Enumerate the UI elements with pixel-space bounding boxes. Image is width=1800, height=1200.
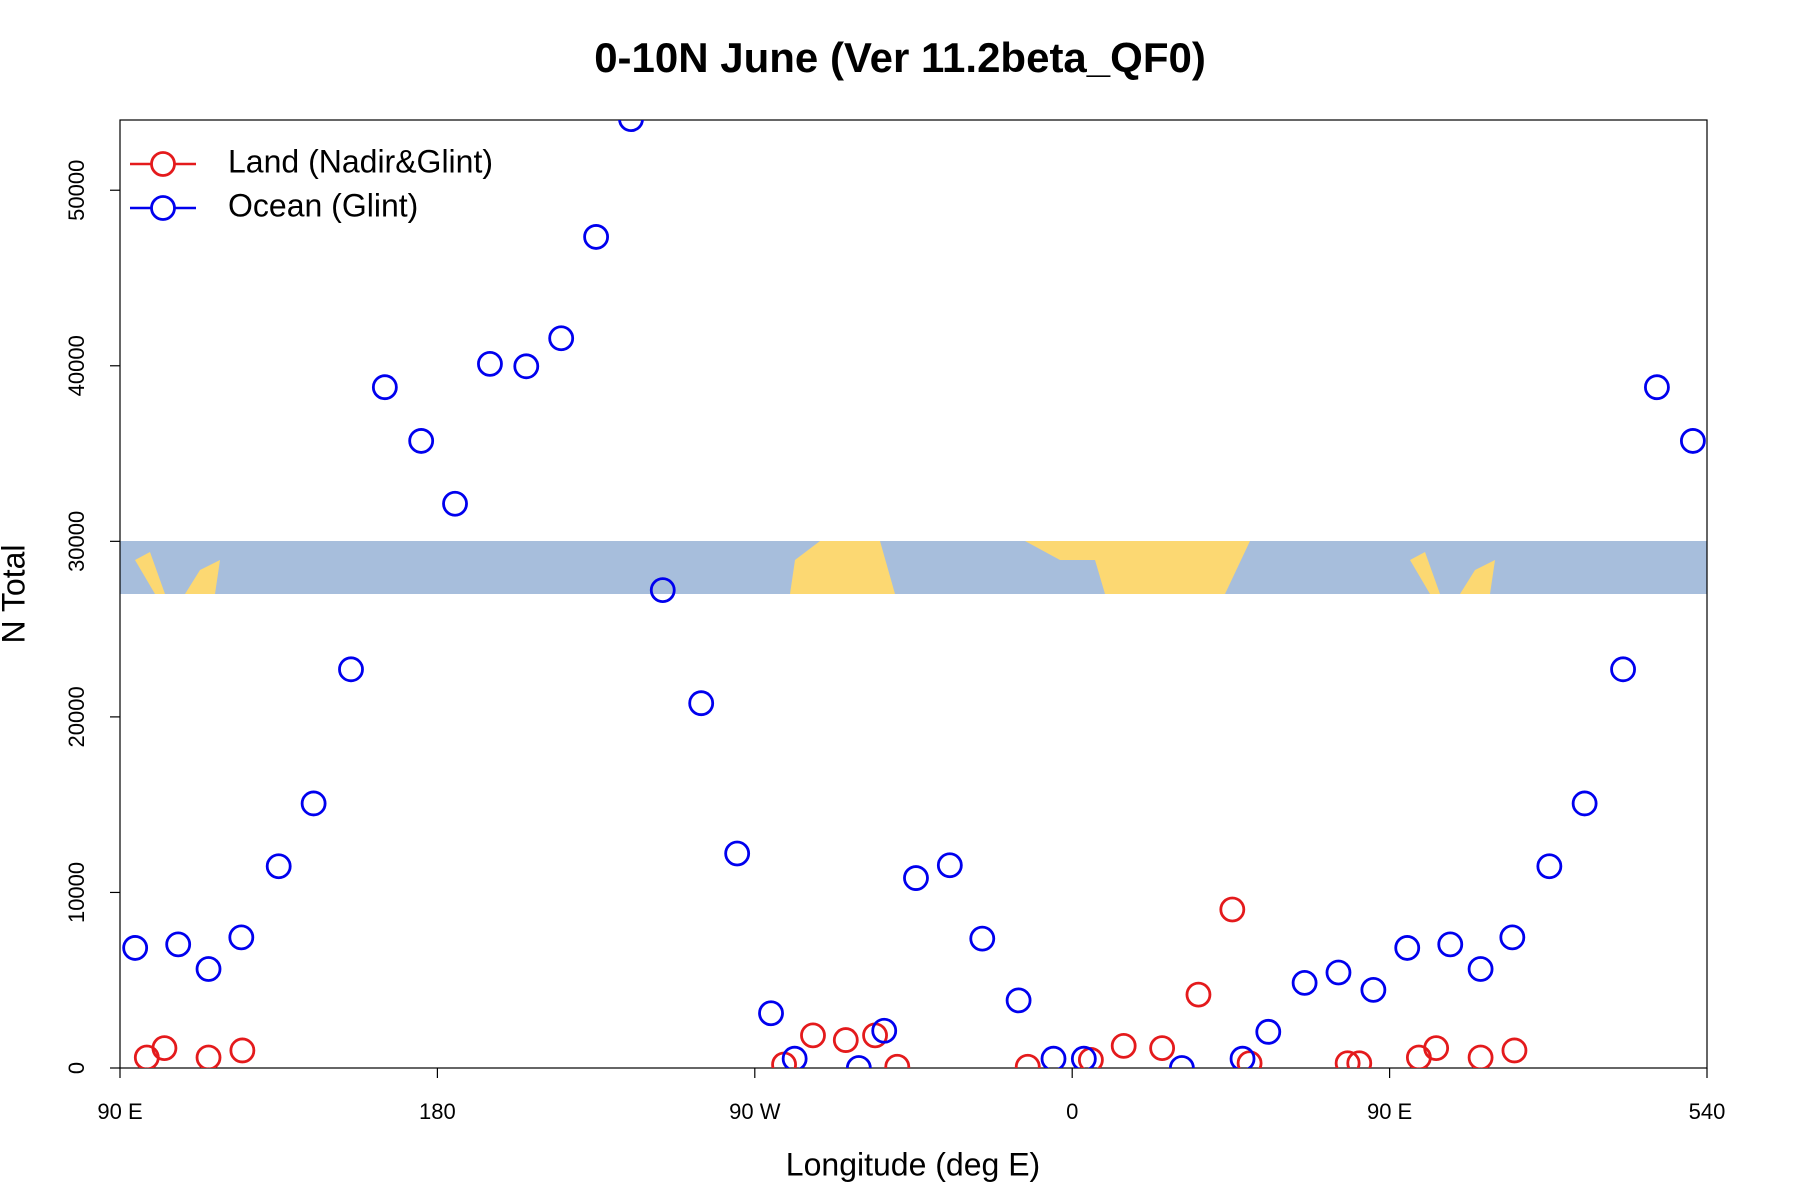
- point: [1168, 1055, 1195, 1068]
- point: [1571, 790, 1598, 817]
- point: [649, 577, 676, 604]
- map-land: [1025, 541, 1250, 594]
- point: [1536, 853, 1563, 880]
- point: [229, 1037, 256, 1064]
- point: [165, 931, 192, 958]
- point: [832, 1027, 859, 1053]
- plot-frame: [119, 119, 1708, 1069]
- point: [1467, 956, 1494, 982]
- point: [408, 428, 435, 454]
- point: [338, 656, 364, 683]
- x-axis-label: Longitude (deg E): [786, 1146, 1040, 1182]
- point: [1499, 924, 1526, 951]
- point: [618, 120, 644, 133]
- chart-title: 0-10N June (Ver 11.2beta_QF0): [594, 34, 1206, 81]
- point: [300, 790, 327, 817]
- x-tick-label: 90 E: [97, 1099, 142, 1124]
- point: [1334, 1050, 1361, 1068]
- y-axis-label: N Total: [0, 544, 31, 643]
- point: [1219, 896, 1246, 923]
- point: [1679, 428, 1706, 454]
- y-tick-label: 30000: [64, 511, 89, 572]
- point: [513, 353, 540, 380]
- point: [1423, 1035, 1450, 1062]
- point: [1405, 1044, 1432, 1068]
- point: [1360, 976, 1387, 1003]
- map-land: [185, 560, 220, 594]
- point: [265, 853, 292, 880]
- point: [195, 956, 222, 982]
- point: [122, 935, 149, 961]
- point: [1291, 969, 1318, 996]
- legend-label: Land (Nadir&Glint): [228, 143, 493, 179]
- y-tick-label: 50000: [64, 160, 89, 221]
- x-tick-label: 0: [1066, 1099, 1078, 1124]
- point: [884, 1053, 911, 1068]
- point: [1236, 1050, 1263, 1068]
- point: [442, 490, 468, 517]
- point: [1185, 981, 1212, 1008]
- y-tick-label: 0: [64, 1062, 89, 1074]
- point: [1610, 656, 1636, 683]
- point: [477, 350, 503, 377]
- point: [1149, 1035, 1176, 1062]
- point: [195, 1044, 222, 1068]
- point: [903, 865, 929, 891]
- point: [1255, 1018, 1282, 1045]
- point: [1437, 931, 1464, 958]
- point: [583, 224, 609, 250]
- point: [548, 325, 575, 352]
- point: [800, 1022, 826, 1049]
- point: [781, 1045, 808, 1068]
- point: [1229, 1045, 1256, 1068]
- point: [1070, 1045, 1097, 1068]
- point: [758, 1000, 784, 1027]
- map-land: [790, 541, 895, 594]
- x-tick-label: 90 E: [1367, 1099, 1412, 1124]
- point: [1644, 374, 1670, 401]
- point: [1467, 1044, 1494, 1068]
- point: [1501, 1037, 1528, 1064]
- x-tick-label: 180: [419, 1099, 456, 1124]
- point: [845, 1055, 872, 1068]
- point: [371, 374, 398, 401]
- map-land: [1410, 552, 1440, 594]
- point: [228, 924, 255, 951]
- legend-label: Ocean (Glint): [228, 187, 418, 223]
- point: [1394, 935, 1421, 961]
- y-tick-label: 20000: [64, 686, 89, 747]
- point: [1040, 1045, 1067, 1068]
- legend-marker: [150, 151, 176, 177]
- point: [1325, 959, 1352, 986]
- point: [871, 1017, 898, 1044]
- x-tick-label: 540: [1689, 1099, 1726, 1124]
- point: [1346, 1050, 1373, 1068]
- x-tick-label: 90 W: [729, 1099, 781, 1124]
- point: [936, 852, 963, 879]
- map-land: [135, 552, 165, 594]
- legend-marker: [150, 195, 176, 221]
- points: [122, 120, 1706, 1068]
- point: [1014, 1053, 1041, 1068]
- point: [969, 925, 996, 952]
- map-ocean: [120, 541, 1707, 594]
- y-tick-label: 40000: [64, 335, 89, 396]
- y-tick-label: 10000: [64, 862, 89, 923]
- map-land: [1460, 560, 1495, 594]
- point: [151, 1035, 178, 1062]
- point: [688, 690, 715, 717]
- point: [1005, 987, 1032, 1014]
- point: [133, 1044, 160, 1068]
- point: [1110, 1032, 1137, 1059]
- map-band: [120, 541, 1707, 594]
- point: [724, 840, 751, 867]
